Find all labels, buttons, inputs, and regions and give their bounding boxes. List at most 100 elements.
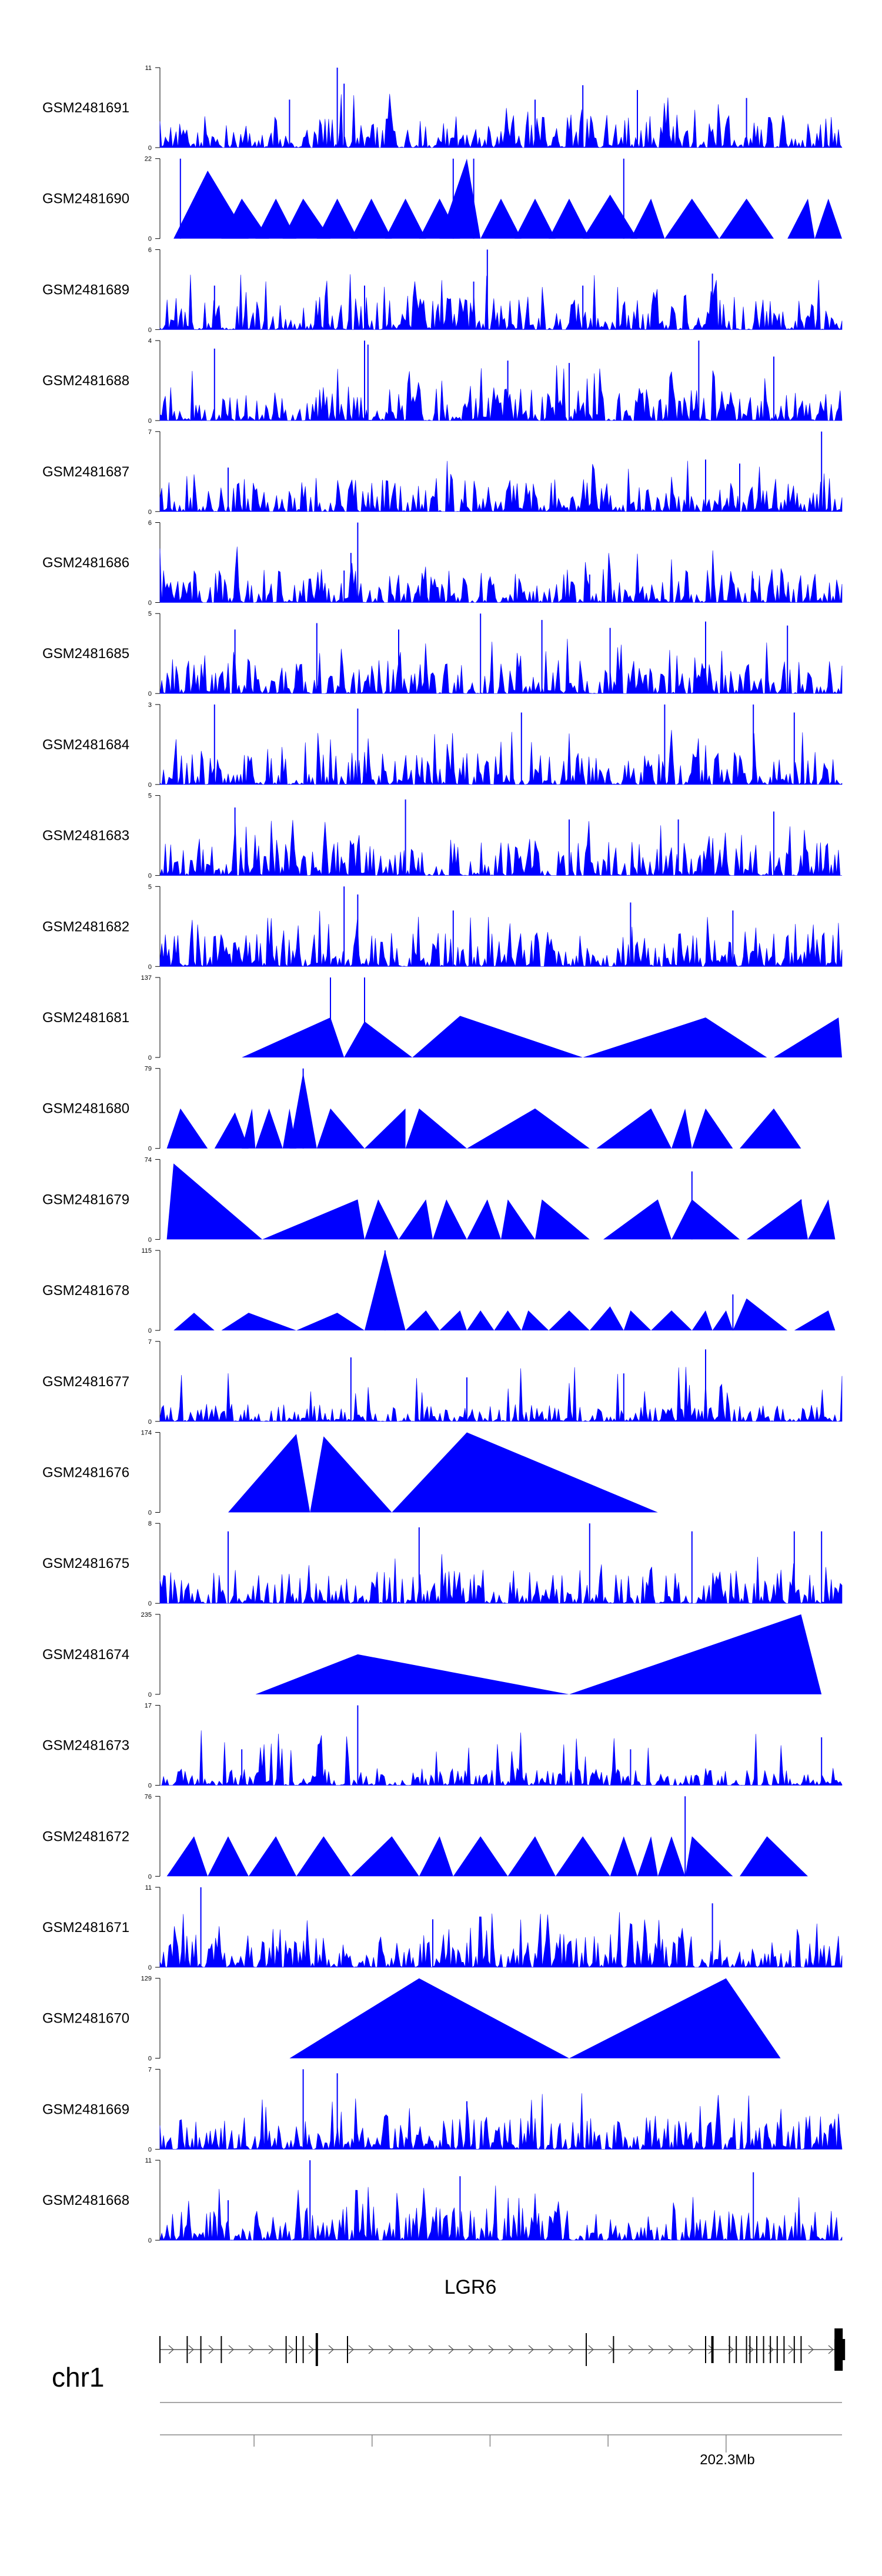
signal-area — [159, 365, 843, 422]
gene-exon — [315, 2333, 318, 2366]
y-min-label: 0 — [148, 782, 152, 789]
signal-peak — [392, 1432, 658, 1513]
y-min-label: 0 — [148, 1510, 152, 1517]
signal-peak — [365, 1199, 399, 1240]
y-min-label: 0 — [148, 1964, 152, 1971]
track-label: GSM2481688 — [42, 373, 129, 389]
track-label: GSM2481679 — [42, 1192, 129, 1207]
track-label: GSM2481674 — [42, 1647, 129, 1663]
track-GSM2481683: GSM2481683 5 0 — [42, 793, 842, 880]
strand-arrow — [808, 2345, 814, 2354]
y-max-label: 11 — [145, 1884, 152, 1891]
gene-exon — [763, 2336, 764, 2363]
signal-peak — [344, 1021, 413, 1057]
signal-peak — [808, 1199, 836, 1240]
track-GSM2481672: GSM2481672 76 0 — [42, 1793, 808, 1880]
gene-exon — [159, 2336, 161, 2363]
signal-peak — [296, 1836, 351, 1877]
y-min-label: 0 — [148, 418, 152, 425]
signal-area — [159, 820, 842, 876]
track-GSM2481674: GSM2481674 235 0 — [42, 1611, 822, 1699]
signal-peak — [569, 1978, 781, 2058]
signal-area — [159, 730, 843, 785]
y-min-label: 0 — [148, 1146, 152, 1153]
y-min-label: 0 — [148, 326, 152, 333]
signal-peak — [494, 1310, 522, 1331]
y-min-label: 0 — [148, 1419, 152, 1426]
strand-arrow — [548, 2345, 554, 2354]
gene-exon — [793, 2336, 795, 2363]
track-label: GSM2481668 — [42, 2193, 129, 2208]
signal-peak — [733, 1298, 788, 1331]
signal-peak — [221, 1313, 296, 1331]
gene-exon — [800, 2336, 802, 2363]
strand-arrow — [588, 2345, 594, 2354]
y-min-label: 0 — [148, 2237, 152, 2244]
strand-arrow — [268, 2345, 274, 2354]
gene-label: LGR6 — [445, 2276, 497, 2298]
y-min-label: 0 — [148, 1236, 152, 1243]
strand-arrow — [628, 2345, 634, 2354]
gene-exon — [736, 2336, 737, 2363]
signal-peak — [453, 1836, 508, 1877]
signal-peak — [433, 1199, 467, 1240]
y-max-label: 74 — [145, 1156, 152, 1163]
gene-exon — [613, 2336, 614, 2363]
signal-peak — [385, 198, 426, 239]
track-label: GSM2481691 — [42, 100, 129, 116]
y-min-label: 0 — [148, 2056, 152, 2063]
signal-peak — [740, 1108, 801, 1149]
track-GSM2481679: GSM2481679 74 0 — [42, 1156, 836, 1243]
strand-arrow — [208, 2345, 214, 2354]
signal-area — [159, 1730, 843, 1786]
track-GSM2481669: GSM2481669 7 0 — [42, 2066, 843, 2153]
strand-arrow — [288, 2345, 294, 2354]
track-GSM2481691: GSM2481691 11 0 — [42, 65, 843, 152]
gene-exon — [186, 2336, 188, 2363]
signal-area — [159, 94, 843, 149]
signal-peak — [255, 1108, 283, 1149]
track-label: GSM2481683 — [42, 828, 129, 844]
y-min-label: 0 — [148, 1783, 152, 1790]
signal-peak — [746, 1199, 808, 1240]
signal-peak — [501, 1199, 535, 1240]
signal-peak — [467, 1310, 495, 1331]
y-max-label: 115 — [141, 1247, 152, 1254]
gene-exon — [296, 2336, 297, 2363]
signal-peak — [787, 198, 815, 239]
y-max-label: 4 — [148, 338, 152, 345]
signal-peak — [814, 198, 842, 239]
y-max-label: 174 — [141, 1430, 152, 1437]
signal-peak — [651, 1310, 692, 1331]
signal-area — [159, 546, 843, 603]
y-min-label: 0 — [148, 963, 152, 970]
signal-peak — [405, 1310, 440, 1331]
y-max-label: 22 — [145, 156, 152, 163]
strand-arrow — [488, 2345, 494, 2354]
signal-peak — [255, 1654, 569, 1694]
strand-arrow — [468, 2345, 474, 2354]
track-label: GSM2481689 — [42, 282, 129, 298]
track-GSM2481685: GSM2481685 5 0 — [42, 610, 843, 698]
signal-area — [159, 2093, 843, 2150]
signal-area — [159, 1912, 843, 1968]
gene-exon — [834, 2339, 846, 2360]
signal-peak — [242, 1108, 256, 1149]
signal-peak — [242, 1017, 345, 1057]
track-GSM2481678: GSM2481678 115 0 — [42, 1247, 836, 1334]
signal-peak — [467, 1199, 501, 1240]
track-label: GSM2481684 — [42, 737, 129, 753]
signal-peak — [671, 1108, 692, 1149]
gene-exon — [729, 2336, 730, 2363]
signal-peak — [316, 198, 358, 239]
track-label: GSM2481675 — [42, 1556, 129, 1571]
track-label: GSM2481669 — [42, 2101, 129, 2117]
strand-arrow — [308, 2345, 314, 2354]
y-max-label: 8 — [148, 1520, 152, 1527]
y-max-label: 235 — [141, 1611, 152, 1619]
y-min-label: 0 — [148, 600, 152, 607]
strand-arrow — [668, 2345, 674, 2354]
strand-arrow — [348, 2345, 354, 2354]
signal-peak — [228, 1434, 310, 1513]
gene-exon — [705, 2336, 706, 2363]
